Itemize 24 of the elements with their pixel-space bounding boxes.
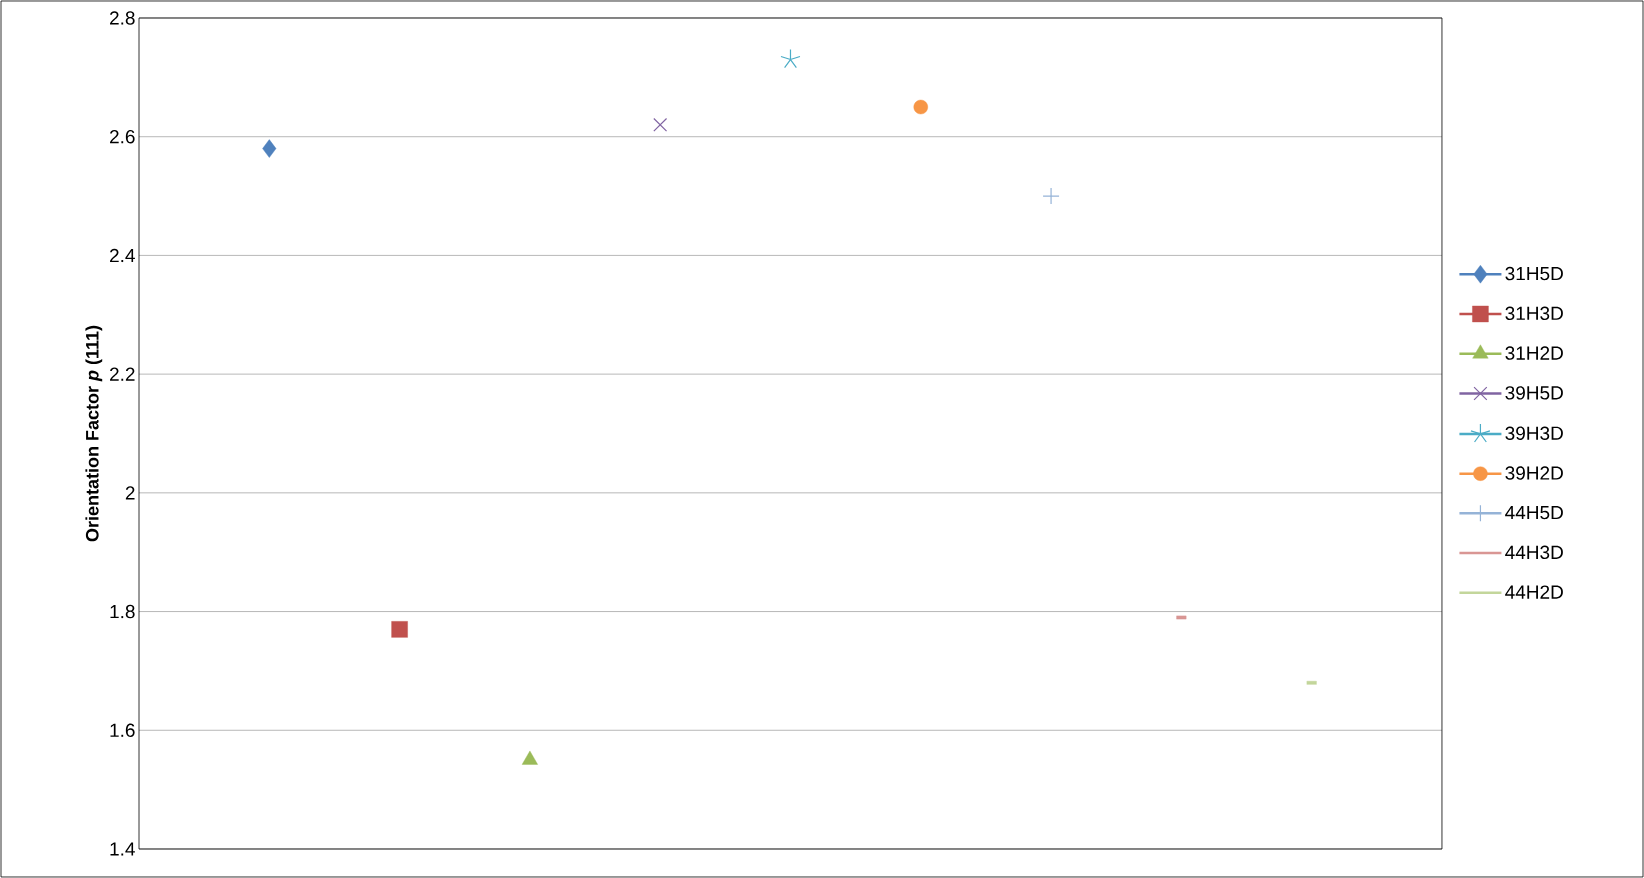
legend-label: 44H3D	[1505, 545, 1563, 560]
legend-label: 44H5D	[1505, 506, 1563, 520]
y-tick-label: 2.8	[110, 11, 135, 25]
legend-label: 39H3D	[1505, 426, 1563, 440]
legend-label: 31H5D	[1505, 266, 1563, 281]
y-tick-label: 2.2	[110, 367, 135, 381]
y-tick-label: 1.4	[110, 842, 135, 856]
point	[262, 139, 277, 158]
y-tick-label: 2.4	[110, 248, 135, 263]
y-tick-label: 2.6	[110, 129, 135, 144]
y-tick-label: 1.6	[110, 723, 135, 737]
point	[391, 621, 408, 638]
y-tick-label: 2	[125, 486, 135, 500]
point	[780, 48, 801, 69]
legend-label: 39H5D	[1505, 386, 1563, 400]
y-axis-title: Orientation Factor p (111)	[85, 325, 103, 542]
point	[1042, 187, 1060, 205]
legend-label: 31H3D	[1505, 306, 1563, 321]
legend-label: 39H2D	[1505, 466, 1563, 480]
point	[653, 117, 668, 132]
legend-label: 44H2D	[1505, 585, 1563, 599]
y-tick-label: 1.8	[110, 604, 135, 619]
point	[913, 99, 928, 115]
legend-label: 31H2D	[1505, 346, 1563, 360]
